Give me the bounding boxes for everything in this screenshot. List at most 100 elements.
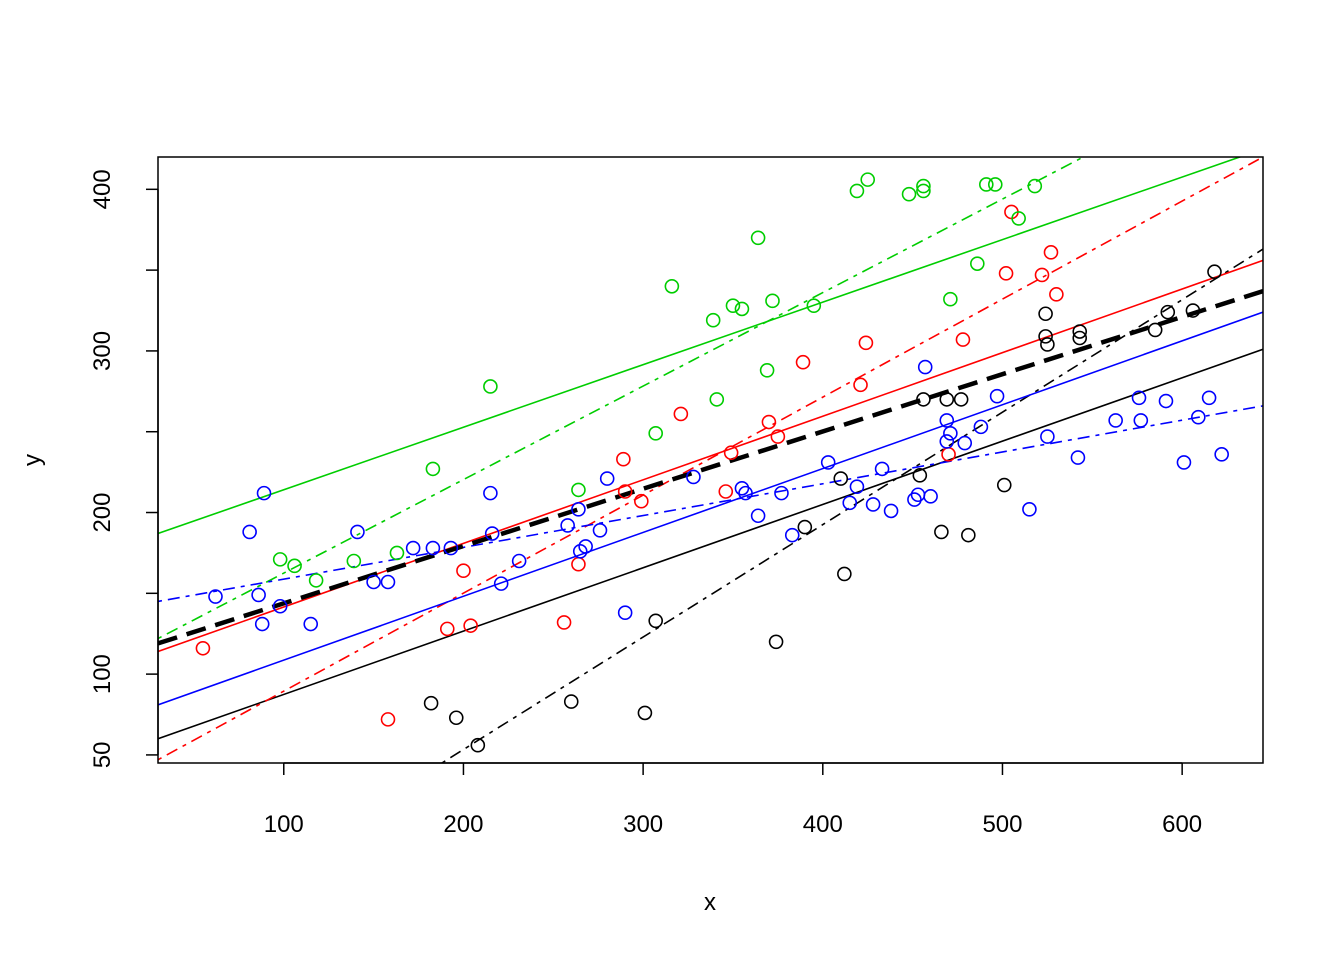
x-tick-label-100: 100 bbox=[264, 811, 304, 838]
y-axis: 50 100 200 300 400 bbox=[89, 169, 159, 768]
point-group-4-11 bbox=[405, 540, 421, 556]
point-group-4-56 bbox=[1201, 390, 1217, 406]
point-group-4-6 bbox=[272, 598, 288, 614]
x-axis: 100 200 300 400 500 600 bbox=[264, 762, 1202, 838]
point-group-1-18 bbox=[1038, 306, 1053, 322]
point-group-1-12 bbox=[916, 392, 931, 407]
plot-frame bbox=[157, 156, 1264, 764]
point-group-4-19 bbox=[571, 501, 586, 517]
point-group-2-13 bbox=[723, 445, 739, 461]
point-group-2-7 bbox=[571, 556, 586, 572]
point-group-3-25 bbox=[970, 256, 985, 271]
point-group-1-16 bbox=[961, 527, 976, 543]
point-group-3-4 bbox=[346, 553, 362, 569]
point-group-4-9 bbox=[366, 574, 381, 590]
point-group-2-12 bbox=[718, 484, 734, 499]
point-group-4-52 bbox=[1133, 413, 1149, 428]
point-group-1-10 bbox=[837, 566, 852, 582]
point-group-4-8 bbox=[350, 524, 365, 540]
point-group-3-17 bbox=[765, 293, 780, 309]
point-group-4-22 bbox=[592, 522, 608, 538]
point-group-1-7 bbox=[768, 634, 784, 650]
point-group-4-37 bbox=[907, 492, 922, 507]
point-group-1-25 bbox=[1185, 303, 1201, 318]
point-group-4-35 bbox=[874, 461, 890, 477]
point-group-3-3 bbox=[308, 573, 324, 588]
point-group-3-1 bbox=[272, 552, 288, 567]
point-group-2-3 bbox=[439, 621, 455, 637]
x-tick-label-500: 500 bbox=[982, 811, 1022, 838]
point-group-4-31 bbox=[820, 455, 836, 470]
fit-line-group-3-dotdash bbox=[158, 157, 1084, 640]
point-group-4-13 bbox=[443, 540, 459, 556]
regression-lines bbox=[158, 157, 1263, 763]
point-group-4-40 bbox=[923, 489, 938, 504]
point-group-3-23 bbox=[916, 178, 931, 194]
point-group-4-48 bbox=[1040, 429, 1055, 444]
y-tick-label-400: 400 bbox=[89, 169, 116, 209]
point-group-3-19 bbox=[849, 183, 865, 199]
point-group-2-24 bbox=[1043, 245, 1059, 260]
point-group-2-21 bbox=[998, 266, 1014, 281]
point-group-2-6 bbox=[556, 615, 572, 630]
point-group-2-14 bbox=[761, 414, 777, 430]
point-group-2-17 bbox=[853, 377, 868, 393]
point-group-4-21 bbox=[578, 539, 593, 554]
y-tick-label-200: 200 bbox=[89, 492, 116, 532]
data-points bbox=[195, 172, 1229, 753]
point-group-3-18 bbox=[806, 298, 822, 313]
point-group-2-11 bbox=[673, 406, 689, 422]
fit-line-group-4-solid bbox=[158, 311, 1263, 706]
point-group-4-12 bbox=[425, 540, 441, 556]
point-group-4-29 bbox=[774, 485, 789, 501]
point-group-4-41 bbox=[939, 413, 955, 428]
fit-line-group-2-dotdash bbox=[158, 157, 1263, 761]
point-group-4-50 bbox=[1108, 413, 1123, 428]
point-group-2-23 bbox=[1034, 267, 1050, 283]
point-group-4-30 bbox=[784, 527, 800, 543]
overall-fit-line bbox=[158, 288, 1263, 646]
point-group-3-21 bbox=[901, 186, 917, 202]
point-group-2-10 bbox=[634, 493, 649, 509]
point-group-4-26 bbox=[734, 480, 750, 496]
point-group-3-9 bbox=[648, 426, 663, 441]
point-group-4-3 bbox=[251, 587, 266, 603]
x-axis-label: x bbox=[704, 889, 716, 916]
point-group-4-49 bbox=[1070, 450, 1086, 465]
point-group-4-18 bbox=[560, 518, 575, 533]
point-group-4-53 bbox=[1158, 393, 1174, 409]
fit-line-group-1-solid bbox=[158, 348, 1263, 740]
fit-line-group-4-dotdash bbox=[158, 405, 1263, 603]
point-group-1-4 bbox=[563, 694, 579, 709]
x-tick-label-300: 300 bbox=[623, 811, 663, 838]
point-group-3-22 bbox=[916, 183, 931, 199]
point-group-1-24 bbox=[1160, 304, 1176, 320]
point-group-2-5 bbox=[463, 618, 478, 633]
point-group-1-15 bbox=[953, 392, 969, 407]
point-group-4-57 bbox=[1214, 447, 1229, 462]
point-group-4-39 bbox=[917, 359, 933, 375]
point-group-4-14 bbox=[483, 485, 498, 501]
point-group-4-45 bbox=[973, 419, 989, 435]
point-group-3-6 bbox=[425, 461, 441, 477]
point-group-2-19 bbox=[941, 447, 956, 462]
point-group-1-22 bbox=[1072, 324, 1088, 339]
point-group-4-47 bbox=[1022, 501, 1037, 517]
point-group-1-13 bbox=[934, 524, 949, 540]
point-group-4-43 bbox=[943, 426, 958, 441]
point-group-3-15 bbox=[750, 230, 766, 246]
point-group-1-23 bbox=[1147, 322, 1163, 338]
point-group-4-5 bbox=[256, 485, 272, 501]
y-axis-label: y bbox=[19, 454, 46, 466]
point-group-3-24 bbox=[943, 291, 958, 307]
point-group-1-1 bbox=[423, 695, 439, 711]
point-group-1-21 bbox=[1072, 330, 1088, 346]
point-group-3-13 bbox=[725, 298, 741, 313]
point-group-4-4 bbox=[254, 616, 270, 632]
point-group-3-28 bbox=[1011, 211, 1026, 226]
point-group-4-23 bbox=[599, 471, 615, 486]
point-group-3-8 bbox=[571, 482, 586, 498]
point-group-1-19 bbox=[1038, 329, 1053, 344]
point-group-4-10 bbox=[380, 574, 396, 590]
